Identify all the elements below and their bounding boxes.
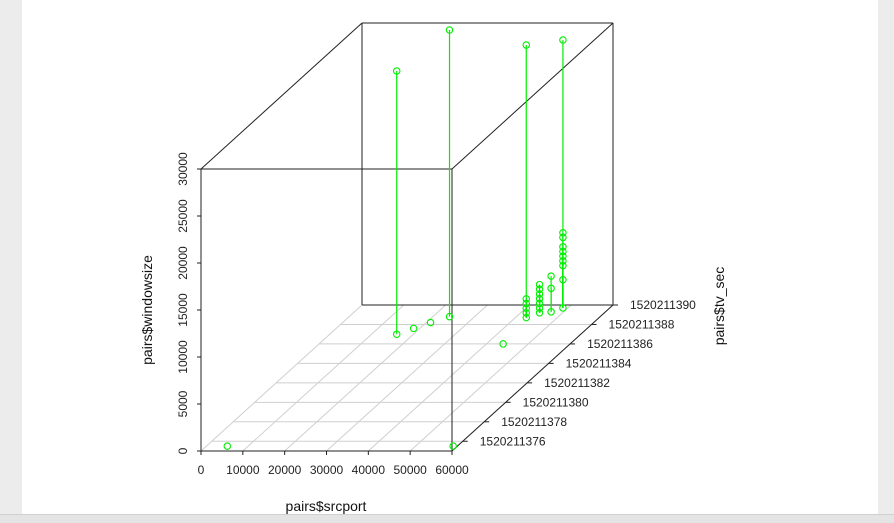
- data-point: [559, 233, 567, 242]
- grid-line-x: [326, 304, 488, 452]
- y-tick-label: 1520211380: [523, 395, 589, 409]
- axes: 0 10000 20000 30000 40000 50000 60000152021137…: [176, 152, 696, 477]
- y-tick-label: 1520211376: [480, 434, 546, 448]
- grid-line-x: [242, 304, 405, 452]
- data-point: [392, 67, 401, 75]
- y-tick-label: 1520211378: [501, 415, 567, 429]
- data-point: [522, 41, 531, 49]
- data-point: [547, 284, 555, 293]
- data-point: [559, 257, 567, 265]
- data-point: [535, 294, 544, 303]
- box-edge: [200, 22, 363, 170]
- data-point: [559, 275, 567, 284]
- data-point: [535, 304, 544, 312]
- data-point: [409, 324, 418, 333]
- x-tick-label: 30000: [310, 463, 344, 477]
- z-tick-label: 25000: [176, 199, 190, 233]
- z-tick-label: 30000: [176, 152, 190, 186]
- data-point: [559, 252, 567, 260]
- data-point: [535, 280, 544, 289]
- data-point: [559, 228, 567, 237]
- x-tick-label: 20000: [268, 463, 302, 477]
- data-point: [522, 309, 531, 317]
- data-point: [559, 304, 567, 312]
- grid-line-x: [367, 304, 530, 452]
- data-point: [392, 330, 401, 338]
- data-point: [522, 304, 531, 313]
- data-point: [449, 442, 457, 450]
- z-tick-label: 10000: [176, 340, 190, 374]
- y-tick-label: 1520211386: [587, 337, 653, 351]
- data-point: [445, 312, 454, 321]
- z-tick-label: 15000: [176, 293, 190, 327]
- x-tick-label: 60000: [435, 463, 469, 477]
- box-edge: [451, 22, 614, 170]
- x-tick-label: 10000: [226, 463, 260, 477]
- data-point: [445, 26, 454, 34]
- data-point: [535, 299, 544, 308]
- data-point: [522, 299, 531, 308]
- drop-lines: [396, 29, 564, 335]
- data-point: [223, 442, 232, 450]
- x-axis-title: pairs$srcport: [286, 498, 367, 514]
- y-tick-label: 1520211382: [544, 376, 610, 390]
- y-tick-label: 1520211388: [609, 317, 675, 331]
- data-point: [559, 261, 567, 270]
- points: [223, 26, 567, 450]
- y-tick-label: 1520211384: [566, 356, 632, 370]
- data-point: [547, 308, 555, 316]
- data-point: [559, 243, 567, 251]
- y-axis-title: pairs$tv_sec: [711, 267, 727, 346]
- data-point: [426, 318, 435, 327]
- x-tick-label: 50000: [393, 463, 427, 477]
- z-tick-label: 20000: [176, 246, 190, 280]
- data-point: [547, 272, 555, 280]
- data-point: [559, 247, 567, 256]
- data-point: [559, 36, 567, 44]
- data-point: [522, 313, 531, 322]
- bottom-scrollbar[interactable]: [0, 514, 894, 523]
- x-tick-label: 0: [198, 463, 205, 477]
- data-point: [535, 309, 544, 317]
- box-edge: [451, 304, 614, 452]
- data-point: [535, 285, 544, 294]
- grid-line-x: [284, 304, 447, 452]
- z-tick-label: 0: [176, 447, 190, 454]
- z-tick-label: 5000: [176, 390, 190, 417]
- data-point: [499, 340, 507, 348]
- x-tick-label: 40000: [352, 463, 386, 477]
- z-axis-title: pairs$windowsize: [139, 255, 155, 365]
- grid-line-x: [200, 304, 363, 452]
- data-point: [522, 295, 531, 303]
- data-point: [535, 290, 544, 298]
- y-tick-label: 1520211390: [630, 298, 696, 312]
- grid-line-x: [409, 304, 572, 452]
